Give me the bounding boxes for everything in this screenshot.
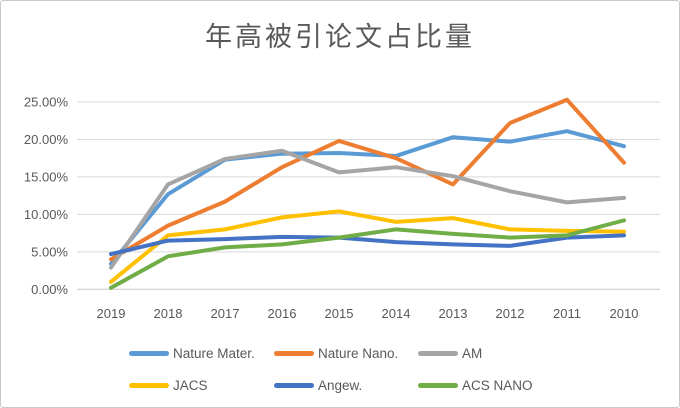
y-axis-tick-label: 10.00%	[24, 207, 69, 222]
legend-label: ACS NANO	[462, 377, 533, 393]
y-axis-tick-label: 15.00%	[24, 169, 69, 184]
legend-marker-nature-nano	[274, 350, 314, 356]
legend-label: Nature Mater.	[173, 345, 255, 361]
legend-marker-nature-mater	[129, 350, 169, 356]
y-axis-tick-label: 20.00%	[24, 132, 69, 147]
chart-line-nature-nano[interactable]	[109, 97, 626, 262]
x-axis-tick-label: 2011	[553, 306, 581, 321]
chart-line-angew[interactable]	[109, 233, 626, 257]
legend-item-nature-mater[interactable]: Nature Mater.	[129, 345, 255, 361]
legend-marker-am	[418, 350, 458, 356]
legend-item-jacs[interactable]: JACS	[129, 377, 208, 393]
chart-line-jacs[interactable]	[109, 209, 626, 284]
legend-marker-angew	[274, 382, 314, 388]
legend-item-am[interactable]: AM	[418, 345, 482, 361]
legend-marker-acs-nano	[418, 382, 458, 388]
y-axis-tick-label: 5.00%	[31, 244, 68, 259]
legend-item-acs-nano[interactable]: ACS NANO	[418, 377, 533, 393]
legend-label: AM	[462, 345, 483, 361]
legend-label: Nature Nano.	[318, 345, 399, 361]
legend-marker-jacs	[129, 382, 169, 388]
x-axis-tick-label: 2017	[211, 306, 240, 321]
x-axis-tick-label: 2015	[325, 306, 354, 321]
x-axis-tick-label: 2010	[610, 306, 639, 321]
x-axis-tick-label: 2012	[496, 306, 525, 321]
legend-label: JACS	[173, 377, 208, 393]
x-axis-tick-label: 2016	[268, 306, 297, 321]
legend-item-angew[interactable]: Angew.	[274, 377, 362, 393]
chart-line-am[interactable]	[109, 148, 626, 270]
legend-label: Angew.	[318, 377, 363, 393]
x-axis-tick-label: 2013	[439, 306, 468, 321]
y-axis-tick-label: 0.00%	[31, 282, 68, 297]
x-axis-tick-label: 2018	[154, 306, 183, 321]
chart-line-nature-mater[interactable]	[109, 129, 626, 266]
legend-item-nature-nano[interactable]: Nature Nano.	[274, 345, 398, 361]
y-axis-tick-label: 25.00%	[24, 95, 69, 110]
x-axis-tick-label: 2014	[382, 306, 411, 321]
chart-title: 年高被引论文占比量	[205, 22, 475, 52]
x-axis-tick-label: 2019	[97, 306, 126, 321]
chart-line-acs-nano[interactable]	[109, 218, 626, 290]
